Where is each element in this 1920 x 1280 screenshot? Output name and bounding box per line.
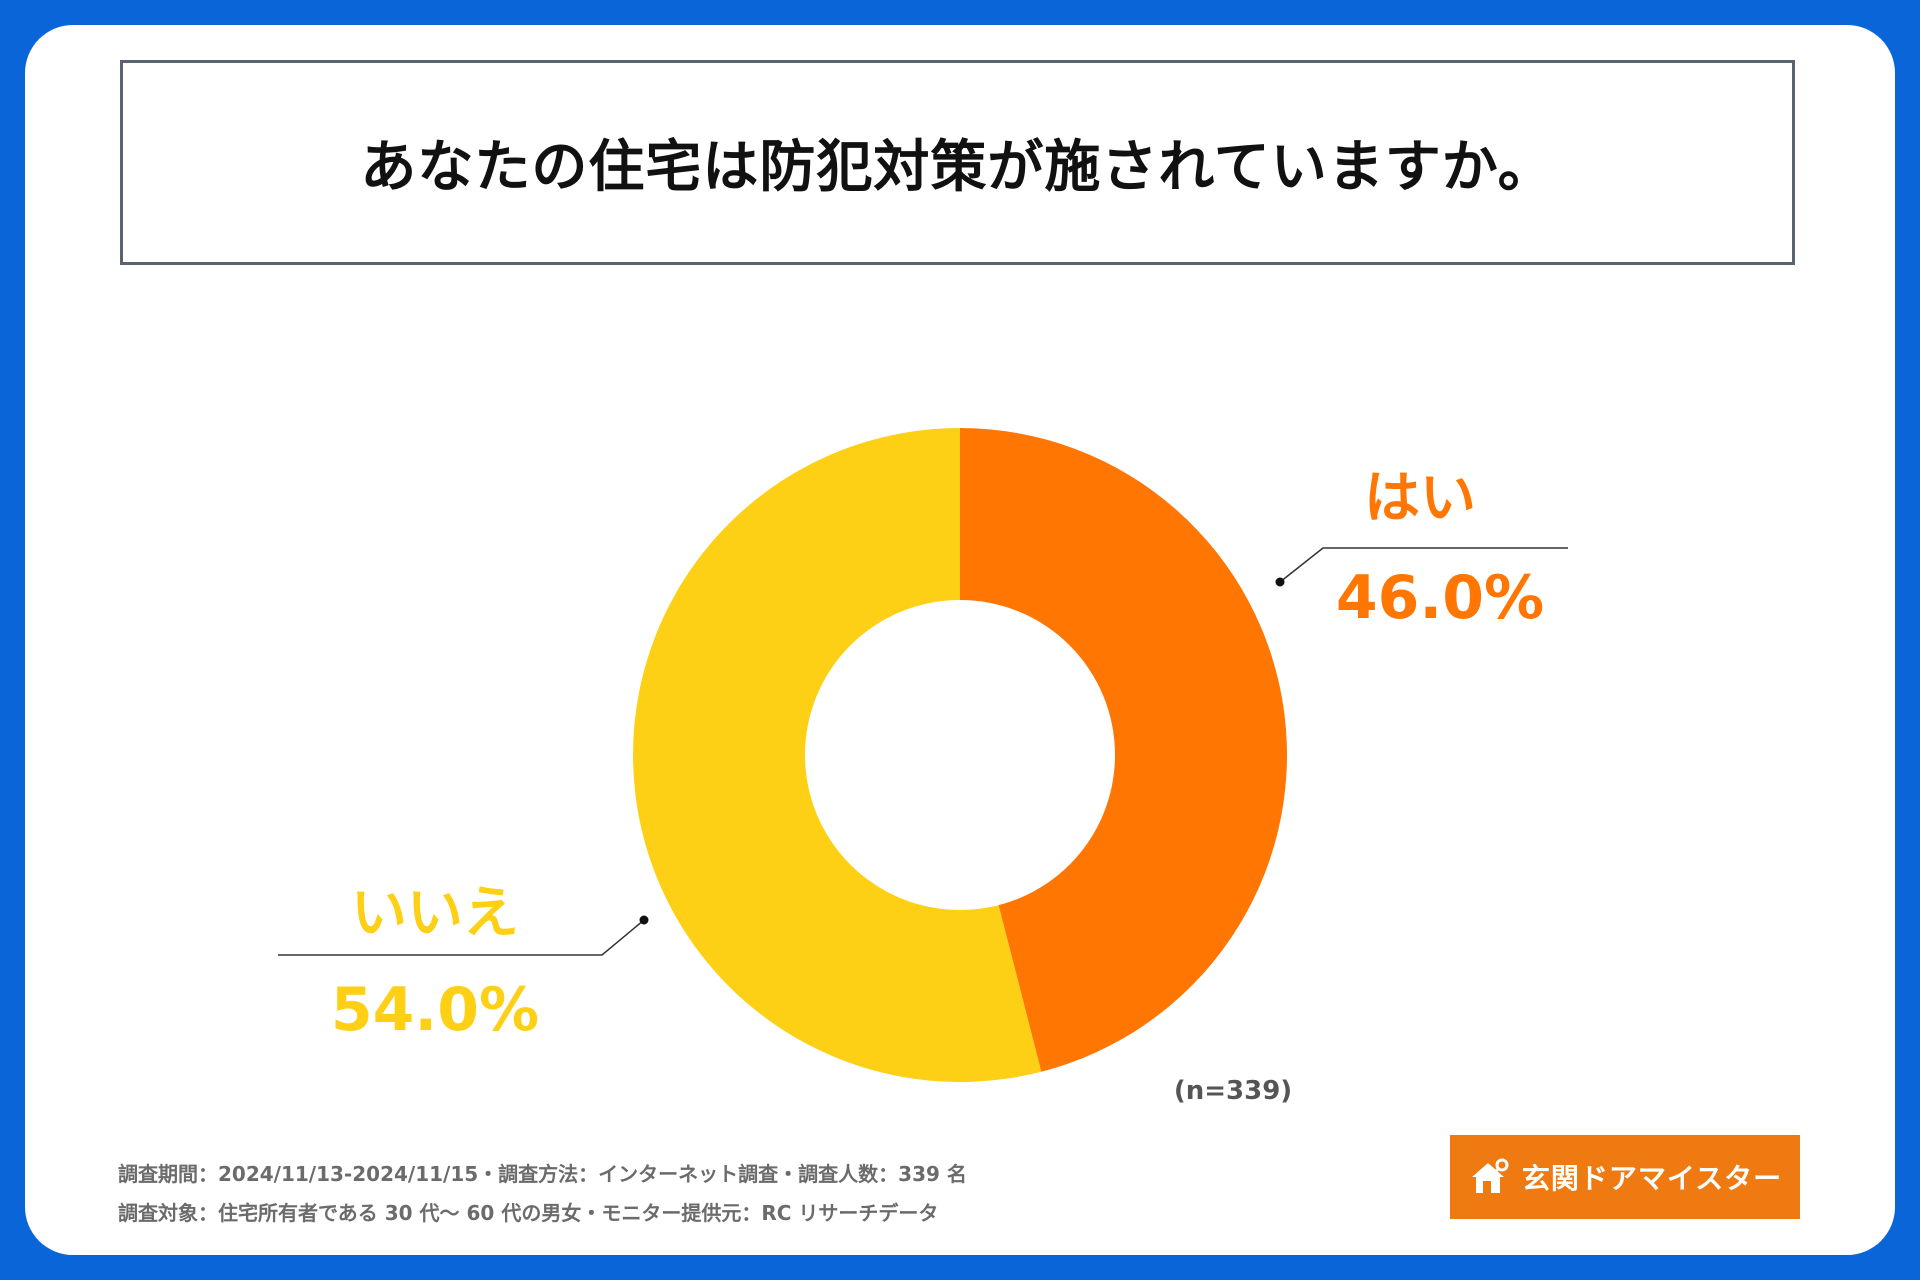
leader-line-no: [278, 919, 645, 956]
brand-logo-text: 玄関ドアマイスター: [1521, 1162, 1783, 1195]
label-yes-name: はい: [1364, 466, 1476, 531]
footnote-survey-period: 調査期間：2024/11/13-2024/11/15・調査方法：インターネット調…: [118, 1162, 967, 1186]
footnote-survey-target: 調査対象：住宅所有者である 30 代～ 60 代の男女・モニター提供元：RC リ…: [118, 1201, 939, 1225]
pie-slice-yes: [960, 428, 1288, 1072]
label-yes-value: 46.0%: [1336, 563, 1544, 633]
brand-logo: 玄関ドアマイスター: [1450, 1135, 1800, 1219]
leader-dot-yes: [1275, 577, 1285, 587]
leader-dot-no: [639, 915, 649, 925]
title-box: あなたの住宅は防犯対策が施されていますか。: [120, 60, 1795, 265]
chart-title: あなたの住宅は防犯対策が施されていますか。: [360, 135, 1555, 200]
donut-hole: [805, 600, 1115, 910]
sample-size-note: (n=339): [1174, 1076, 1292, 1106]
house-key-icon: [1471, 1158, 1509, 1193]
label-no-value: 54.0%: [331, 975, 539, 1045]
leader-line-yes: [1279, 547, 1568, 583]
label-no-name: いいえ: [351, 881, 519, 946]
